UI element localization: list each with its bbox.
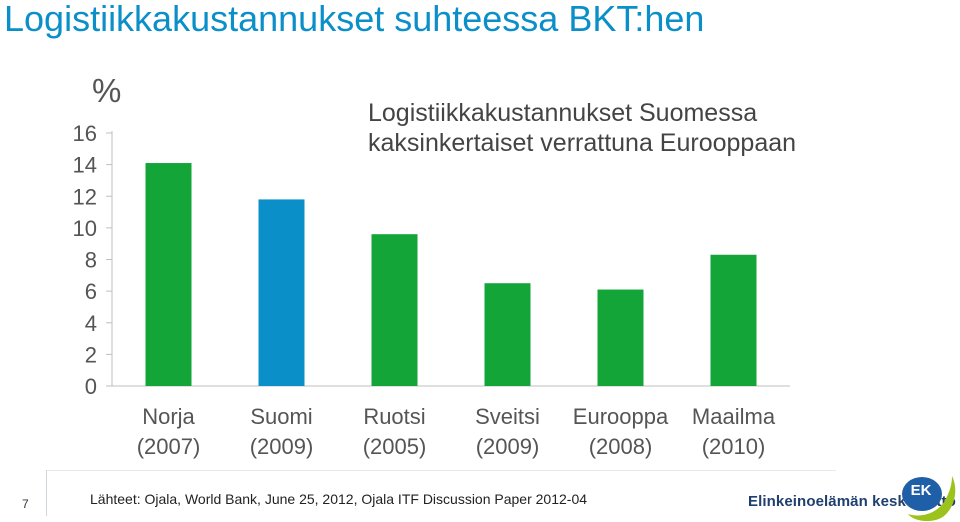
- chart-annotation: Logistiikkakustannukset Suomessa kaksink…: [368, 98, 838, 158]
- bar: [484, 283, 531, 386]
- y-tick-label: 8: [85, 248, 97, 273]
- chart-annotation-line-2: kaksinkertaiset verrattuna Eurooppaan: [368, 129, 797, 157]
- y-tick-label: 14: [73, 153, 97, 178]
- x-category-label: Sveitsi: [475, 404, 540, 429]
- bar-chart: 0 2 4 6 8 10 12 14 16 Norja (2007) Suomi (2009) Ruots…: [73, 121, 790, 459]
- y-tick-label: 0: [85, 374, 97, 399]
- y-tick-label: 4: [85, 311, 97, 336]
- x-category-label: Maailma: [692, 404, 776, 429]
- page-number: 7: [22, 497, 29, 511]
- bar: [371, 234, 418, 386]
- bar: [710, 254, 757, 386]
- y-tick-label: 2: [85, 342, 97, 367]
- y-tick-label: 10: [73, 216, 97, 241]
- x-category-year: (2007): [137, 434, 201, 459]
- bar: [145, 163, 192, 386]
- x-category-year: (2008): [589, 434, 653, 459]
- x-category-year: (2009): [476, 434, 540, 459]
- x-category-year: (2010): [702, 434, 766, 459]
- x-category-label: Norja: [142, 404, 195, 429]
- y-tick-label: 12: [73, 184, 97, 209]
- source-note: Lähteet: Ojala, World Bank, June 25, 201…: [90, 491, 588, 507]
- slide-title: Logistiikkakustannukset suhteessa BKT:he…: [4, 0, 705, 39]
- footer-page-divider: [46, 470, 47, 516]
- x-category-label: Eurooppa: [573, 404, 669, 429]
- chart-annotation-line-1: Logistiikkakustannukset Suomessa: [368, 99, 758, 127]
- y-tick-label: 6: [85, 279, 97, 304]
- x-category-year: (2009): [250, 434, 314, 459]
- x-category-label: Suomi: [250, 404, 312, 429]
- y-tick-label: 16: [73, 121, 97, 146]
- ek-logo: [902, 476, 956, 522]
- bar: [258, 199, 305, 386]
- x-category-label: Ruotsi: [363, 404, 425, 429]
- ek-logo-text: EK: [910, 482, 932, 499]
- y-axis-unit: %: [92, 72, 122, 109]
- bar: [597, 289, 644, 386]
- footer-divider: [46, 470, 836, 471]
- x-category-year: (2005): [363, 434, 427, 459]
